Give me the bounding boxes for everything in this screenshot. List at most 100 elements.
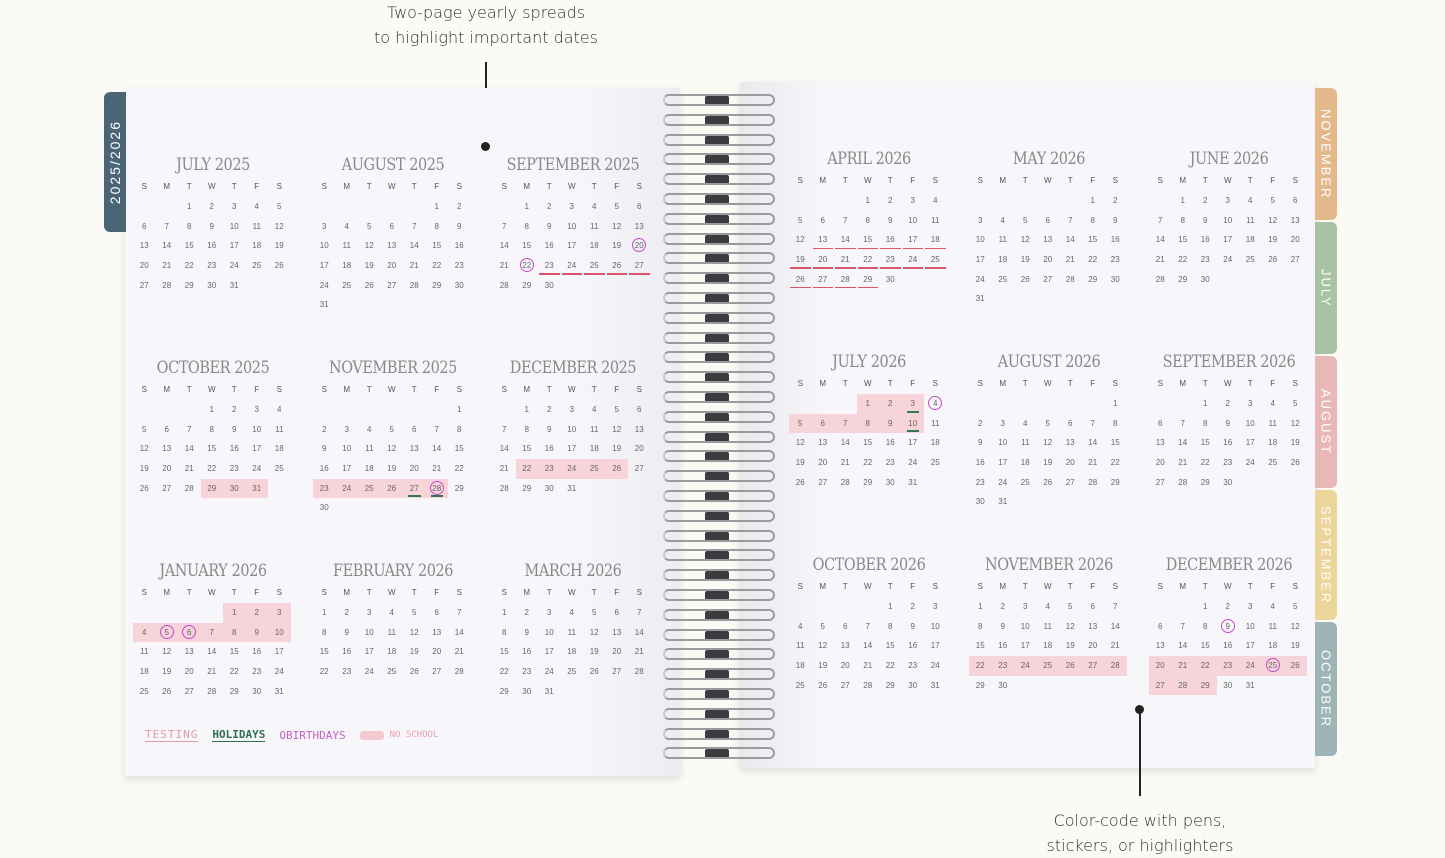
day-cell: 12 bbox=[156, 642, 179, 662]
day-number: 2 bbox=[1113, 196, 1118, 205]
binding-hole bbox=[705, 531, 729, 541]
day-cell: 24 bbox=[358, 662, 381, 682]
weekday-label: T bbox=[1022, 582, 1028, 591]
empty-cell bbox=[992, 394, 1015, 414]
week-row: 14 15 16 17 18 19 20 bbox=[493, 236, 653, 256]
weekday-label: S bbox=[636, 182, 642, 191]
tab-august[interactable]: AUGUST bbox=[1315, 356, 1337, 488]
day-cell: 9 bbox=[245, 622, 268, 643]
day-number: 25 bbox=[1043, 661, 1053, 671]
day-number: 17 bbox=[567, 241, 577, 251]
day-number: 30 bbox=[229, 483, 239, 493]
day-cell: 25 bbox=[992, 270, 1015, 290]
day-cell: 25 bbox=[1262, 453, 1285, 473]
day-cell: 17 bbox=[268, 642, 291, 662]
binding-hole bbox=[705, 135, 729, 145]
day-cell: 30 bbox=[313, 498, 336, 518]
tab-september[interactable]: SEPTEMBER bbox=[1315, 490, 1337, 620]
day-cell: 11 bbox=[358, 439, 381, 459]
day-number: 16 bbox=[319, 464, 329, 474]
day-cell: 10 bbox=[969, 230, 992, 250]
birthday-circle-mark bbox=[519, 258, 534, 273]
day-cell: 10 bbox=[1014, 617, 1037, 637]
spiral-coil bbox=[663, 351, 775, 364]
week-row: 13 14 15 16 17 18 19 bbox=[133, 236, 293, 256]
day-cell: 11 bbox=[381, 623, 404, 643]
empty-cell bbox=[133, 197, 156, 217]
day-cell: 12 bbox=[268, 217, 291, 237]
day-cell: 30 bbox=[992, 676, 1015, 696]
year-tab[interactable]: 2025/2026 bbox=[104, 92, 126, 232]
day-cell: 11 bbox=[1037, 617, 1060, 637]
weekday-label: W bbox=[207, 588, 216, 597]
day-number: 5 bbox=[592, 608, 597, 617]
month-calendar: SEPTEMBER 2026 S M T W T F S 1 2 3 4 5 6 7 8 9 10 11 12 13 14… bbox=[1149, 352, 1309, 492]
day-number: 18 bbox=[998, 255, 1008, 265]
weekday-label: W bbox=[863, 176, 872, 185]
day-number: 5 bbox=[614, 405, 619, 414]
day-number: 17 bbox=[274, 647, 284, 657]
week-row: 8 9 10 11 12 13 14 bbox=[313, 623, 473, 643]
day-number: 22 bbox=[522, 261, 532, 271]
weekday-label: F bbox=[1270, 176, 1276, 185]
day-cell: 16 bbox=[1217, 636, 1240, 656]
day-cell: 26 bbox=[268, 256, 291, 276]
week-row: 22 23 24 25 26 27 28 bbox=[313, 662, 473, 682]
day-cell: 7 bbox=[156, 217, 179, 237]
day-cell: 26 bbox=[1284, 453, 1307, 473]
empty-cell bbox=[1082, 289, 1105, 309]
day-cell: 11 bbox=[583, 217, 606, 237]
day-number: 23 bbox=[544, 261, 554, 271]
tab-july[interactable]: JULY bbox=[1315, 222, 1337, 354]
day-number: 24 bbox=[908, 458, 918, 468]
day-number: 4 bbox=[367, 424, 372, 434]
day-number: 26 bbox=[795, 477, 805, 487]
weekday-label: F bbox=[254, 588, 260, 597]
day-number: 29 bbox=[522, 280, 532, 290]
empty-cell bbox=[1037, 191, 1060, 211]
day-number: 16 bbox=[1223, 438, 1233, 448]
day-number: 3 bbox=[910, 399, 915, 408]
binding-hole bbox=[705, 96, 729, 105]
day-cell: 27 bbox=[156, 479, 179, 499]
day-cell: 26 bbox=[156, 682, 179, 702]
day-cell: 3 bbox=[1239, 394, 1262, 414]
day-cell: 3 bbox=[992, 414, 1015, 434]
tab-november[interactable]: NOVEMBER bbox=[1315, 88, 1337, 220]
day-number: 21 bbox=[499, 261, 509, 271]
empty-cell bbox=[1059, 676, 1082, 696]
spiral-binding bbox=[655, 88, 785, 768]
spiral-coil bbox=[663, 94, 775, 106]
day-number: 18 bbox=[252, 241, 262, 251]
day-number: 16 bbox=[522, 647, 532, 657]
day-cell: 19 bbox=[358, 256, 381, 276]
day-number: 24 bbox=[1245, 458, 1255, 468]
day-number: 23 bbox=[342, 667, 352, 677]
tab-october[interactable]: OCTOBER bbox=[1315, 622, 1337, 756]
empty-cell bbox=[628, 479, 651, 499]
day-number: 4 bbox=[1000, 215, 1005, 225]
day-cell: 2 bbox=[223, 400, 246, 420]
testing-underline bbox=[835, 267, 856, 269]
day-number: 12 bbox=[612, 424, 622, 434]
day-number: 19 bbox=[795, 458, 805, 468]
day-number: 11 bbox=[796, 641, 805, 651]
day-number: 18 bbox=[567, 647, 577, 657]
week-row: 5 6 7 8 9 10 11 bbox=[133, 420, 293, 440]
weekday-label: W bbox=[863, 379, 872, 388]
day-cell: 30 bbox=[902, 676, 925, 696]
week-row: 13 14 15 16 17 18 19 bbox=[1149, 433, 1309, 453]
empty-cell bbox=[358, 498, 381, 518]
day-cell: 27 bbox=[178, 682, 201, 702]
testing-underline bbox=[812, 267, 833, 269]
week-row: 8 9 10 11 12 13 14 bbox=[969, 617, 1129, 637]
day-number: 29 bbox=[1088, 274, 1098, 284]
day-cell: 25 bbox=[381, 662, 404, 682]
day-cell: 28 bbox=[493, 276, 516, 296]
month-calendar: AUGUST 2025 S M T W T F S 1 2 3 4 5 6 7 8 9 10 11 12 13 14 15 1… bbox=[313, 155, 473, 315]
day-number: 25 bbox=[342, 280, 352, 290]
day-cell: 11 bbox=[268, 420, 291, 440]
day-cell: 11 bbox=[1262, 617, 1285, 637]
